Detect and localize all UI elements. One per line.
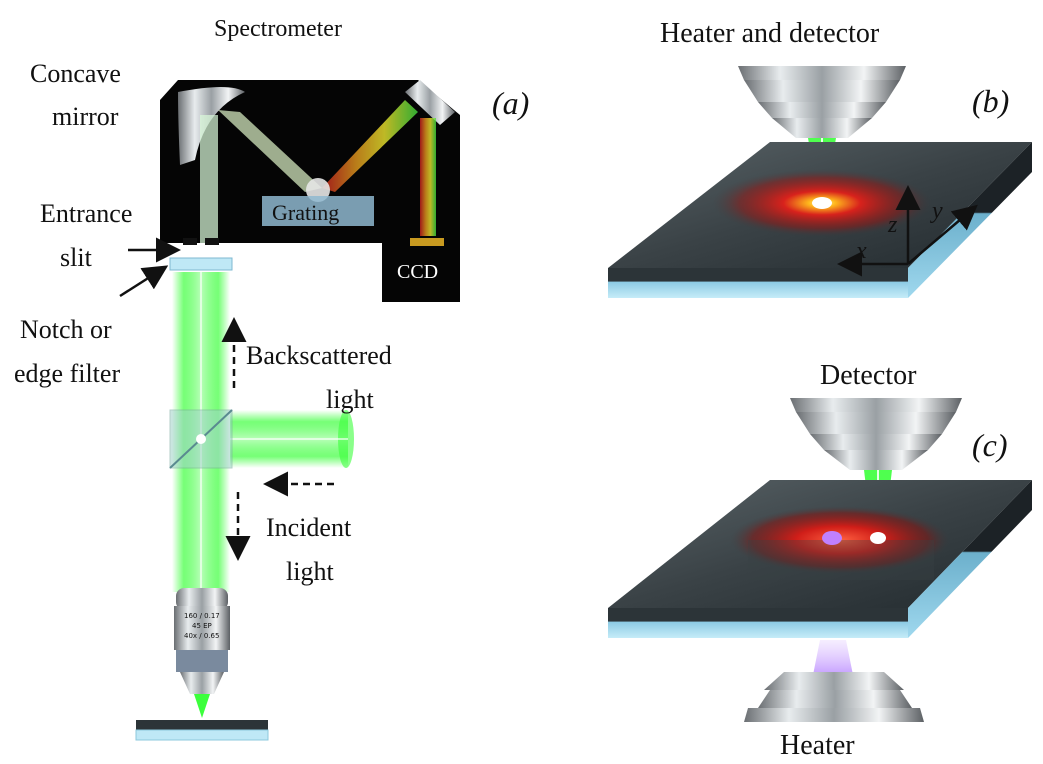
notch-filter: [169, 257, 233, 271]
backscattered-label-2: light: [326, 385, 374, 414]
axis-y-label: y: [930, 198, 943, 224]
panel-b-letter: (b): [972, 83, 1009, 119]
objective-line2: 45 EP: [192, 622, 212, 630]
grating: [262, 196, 374, 226]
entrance-slit-label-2: slit: [60, 243, 93, 272]
objective-line3: 40x / 0.65: [184, 632, 219, 640]
ccd-mirror: [405, 80, 455, 125]
backscattered-label-1: Backscattered: [246, 341, 392, 370]
sample-slab-c-front: [608, 608, 908, 638]
incident-label-2: light: [286, 557, 334, 586]
filter-label-2: edge filter: [14, 359, 120, 388]
concave-mirror-label-1: Concave: [30, 59, 121, 88]
incident-label-1: Incident: [266, 513, 352, 542]
spectrometer-label: Spectrometer: [214, 16, 342, 42]
entrance-slit-label-1: Entrance: [40, 199, 132, 228]
axis-z-label: z: [887, 212, 898, 238]
panel-b: Heater and detector (b) z x y: [608, 18, 1032, 298]
detector-label: Detector: [820, 360, 917, 391]
ccd-label: CCD: [397, 261, 438, 283]
panel-c: Detector (c) Heater: [608, 360, 1032, 761]
sample-slab: [136, 720, 268, 730]
objective-line1: 160 / 0.17: [184, 612, 220, 620]
heater-objective: [744, 640, 924, 722]
ccd-sensor: [410, 238, 444, 246]
filter-arrow: [119, 265, 169, 298]
spectrometer-beams: [200, 100, 436, 243]
filter-label-1: Notch or: [20, 315, 112, 344]
concave-mirror: [178, 87, 245, 165]
panel-a: Grating CCD 160 / 0.17 45 EP 40x / 0.65: [14, 16, 529, 741]
panel-b-title: Heater and detector: [660, 18, 880, 49]
sample-slab-c-side: [908, 480, 1032, 638]
sample-slab-b-front: [608, 268, 908, 298]
coordinate-axes: z x y: [837, 185, 978, 277]
microscope-objective: 160 / 0.17 45 EP 40x / 0.65: [174, 588, 230, 718]
heater-label: Heater: [780, 730, 855, 761]
grating-label: Grating: [272, 200, 339, 225]
panel-a-letter: (a): [492, 85, 529, 121]
concave-mirror-label-2: mirror: [52, 102, 119, 131]
axis-x-label: x: [855, 238, 867, 264]
entrance-slit: [183, 238, 197, 245]
panel-c-letter: (c): [972, 427, 1008, 463]
